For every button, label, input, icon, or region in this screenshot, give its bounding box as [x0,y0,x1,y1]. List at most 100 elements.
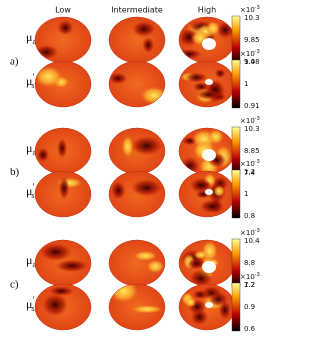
blob [207,128,224,145]
colorbar-tick-label: 8.85 [244,147,260,155]
heatmap-panel [108,60,166,108]
exponent-base: ×10 [240,50,255,58]
exponent-base: ×10 [240,6,255,14]
colorbar [231,15,241,65]
colorbar-tick-label: 7.2 [244,281,255,289]
column-header: High [198,6,216,15]
heatmap-panel [178,239,236,287]
colorbar-exponent: ×10-3 [240,159,260,169]
row-symbol: μ′ s [26,295,35,313]
heatmap-panel [34,127,92,175]
panel-outline [34,60,92,108]
blob [109,72,128,85]
colorbar-tick-label: 0.91 [244,102,260,110]
symbol-base: μ [26,30,32,44]
blob [196,89,221,100]
blob [208,291,229,307]
symbol-sub: s [31,304,34,313]
symbol-base: μ [26,297,32,311]
heatmap-panel [178,283,236,331]
heatmap [179,284,235,330]
heatmap-panel [108,16,166,64]
heatmap [35,284,91,330]
blob [199,199,225,214]
heatmap [109,171,165,217]
heatmap-panel [108,239,166,287]
heatmap-panel [108,170,166,218]
blob [190,309,209,326]
colorbar-tick-label: 8.8 [244,259,255,267]
blob [184,72,208,83]
figure: Low Intermediate Higha)μa×10-310.39.859.4μ… [10,5,260,334]
blob [57,138,68,159]
blob [202,261,216,273]
heatmap [109,17,165,63]
column-header: Low [55,6,71,15]
blob [121,135,134,158]
blob [133,250,158,261]
group-label: a) [10,56,19,68]
exponent-base: ×10 [240,117,255,125]
blob [189,177,212,194]
blob [213,185,225,197]
blob [142,37,155,54]
exponent-base: ×10 [240,229,255,237]
blob [131,305,164,314]
heatmap [109,240,165,286]
blob [184,297,197,308]
blob [205,79,213,85]
heatmap-panel [178,16,236,64]
column-header: Intermediate [111,6,163,15]
exponent-sup: -3 [255,116,260,122]
blob [132,21,156,37]
blob [42,293,69,317]
heatmap [179,240,235,286]
blob [146,259,165,274]
colorbar-tick-label: 0.9 [244,303,255,311]
colorbar-tick-label: 1 [244,190,248,198]
colorbar-tick-label: 1.2 [244,281,255,289]
heatmap-panel [34,239,92,287]
blob [111,181,126,200]
heatmap [179,171,235,217]
colorbar-exponent: ×10-3 [240,49,260,59]
heatmap-panel [108,283,166,331]
panel-outline [34,283,92,331]
blob [55,259,89,273]
colorbar-tick-label: 7.4 [244,169,256,177]
heatmap-panel [34,60,92,108]
symbol-sub: a [32,260,36,269]
heatmap-panel [34,283,92,331]
blob [205,302,213,308]
heatmap [35,17,91,63]
blob [193,250,208,260]
colorbar-tick-label: 10.3 [244,14,260,22]
heatmap [179,17,235,63]
blob [140,86,165,105]
panel-outline [108,60,166,108]
heatmap [179,128,235,174]
heatmap-panel [34,16,92,64]
colorbar [231,126,241,176]
exponent-sup: -3 [255,159,260,165]
colorbar-tick-label: 0.8 [244,212,255,220]
colorbar [231,282,241,332]
colorbar-exponent: ×10-3 [240,228,260,238]
heatmap [179,61,235,107]
colorbar-tick-label: 1 [244,80,248,88]
colorbar-tick-label: 9.4 [244,58,256,66]
blob [39,243,72,262]
blob [58,176,70,200]
panel-outline [108,283,166,331]
colorbar-tick-label: 10.3 [244,125,260,133]
blob [187,257,207,270]
heatmap-panel [34,170,92,218]
symbol-base: μ [26,141,32,155]
heatmap-panel [108,127,166,175]
colorbar-exponent: ×10-3 [240,272,260,282]
blob [202,38,216,50]
exponent-sup: -3 [255,272,260,278]
colorbar [231,59,241,109]
colorbar-tick-label: 0.6 [244,325,256,333]
symbol-prime: ′ [32,295,34,305]
